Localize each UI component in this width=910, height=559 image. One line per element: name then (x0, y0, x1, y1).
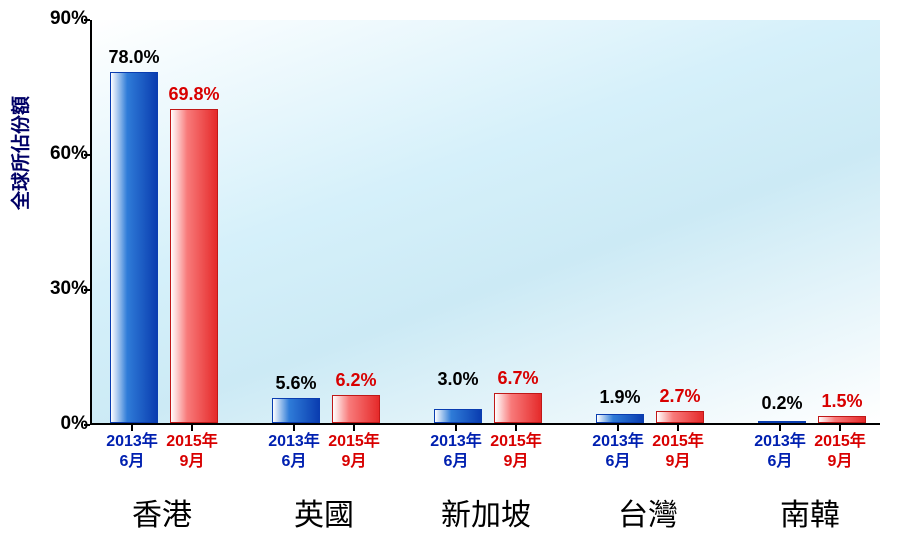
bar-2013 (434, 409, 482, 423)
x-tick-mark (839, 425, 841, 431)
period-line1: 2013年 (268, 433, 320, 450)
category-label: 南韓 (760, 490, 860, 534)
x-tick-mark (677, 425, 679, 431)
period-line1: 2015年 (652, 433, 704, 450)
period-line2: 6月 (768, 453, 793, 470)
period-line2: 6月 (444, 453, 469, 470)
period-line1: 2015年 (490, 433, 542, 450)
period-label-2015: 2015年 9月 (486, 432, 546, 472)
period-label-2013: 2013年 6月 (750, 432, 810, 472)
period-label-2015: 2015年 9月 (162, 432, 222, 472)
period-line2: 6月 (606, 453, 631, 470)
bar-2013 (110, 72, 158, 423)
period-line1: 2015年 (166, 433, 218, 450)
period-label-2013: 2013年 6月 (102, 432, 162, 472)
x-tick-mark (779, 425, 781, 431)
y-tick-label: 0% (40, 413, 88, 435)
period-label-2013: 2013年 6月 (588, 432, 648, 472)
period-line2: 9月 (180, 453, 205, 470)
y-axis-label: 全球所佔份額 (6, 96, 33, 210)
value-label-2013: 1.9% (590, 387, 650, 408)
x-tick-mark (617, 425, 619, 431)
value-label-2015: 6.7% (488, 368, 548, 389)
period-line2: 9月 (504, 453, 529, 470)
period-line2: 9月 (666, 453, 691, 470)
period-label-2015: 2015年 9月 (324, 432, 384, 472)
value-label-2015: 69.8% (164, 84, 224, 105)
period-line1: 2015年 (328, 433, 380, 450)
y-tick-label: 90% (40, 8, 88, 30)
category-label: 新加坡 (426, 490, 546, 534)
plot-area: 78.0% 69.8% 5.6% 6.2% 3.0% 6.7% 1.9% 2.7… (90, 20, 880, 425)
category-label: 台灣 (598, 490, 698, 534)
period-label-2015: 2015年 9月 (810, 432, 870, 472)
category-label: 英國 (274, 490, 374, 534)
value-label-2013: 3.0% (428, 369, 488, 390)
x-tick-mark (353, 425, 355, 431)
period-line1: 2015年 (814, 433, 866, 450)
x-tick-mark (455, 425, 457, 431)
category-label: 香港 (112, 490, 212, 534)
bar-2013 (272, 398, 320, 423)
x-tick-mark (515, 425, 517, 431)
period-label-2015: 2015年 9月 (648, 432, 708, 472)
bar-2013 (596, 414, 644, 423)
bar-2015 (170, 109, 218, 423)
period-label-2013: 2013年 6月 (426, 432, 486, 472)
value-label-2013: 78.0% (104, 47, 164, 68)
period-line1: 2013年 (430, 433, 482, 450)
y-tick-label: 60% (40, 143, 88, 165)
bar-2015 (656, 411, 704, 423)
period-line2: 6月 (282, 453, 307, 470)
x-tick-mark (293, 425, 295, 431)
value-label-2015: 1.5% (812, 391, 872, 412)
y-tick-label: 30% (40, 278, 88, 300)
bar-2015 (494, 393, 542, 423)
bar-2013 (758, 421, 806, 423)
period-line2: 9月 (342, 453, 367, 470)
bar-2015 (818, 416, 866, 423)
period-line1: 2013年 (106, 433, 158, 450)
period-label-2013: 2013年 6月 (264, 432, 324, 472)
period-line2: 9月 (828, 453, 853, 470)
period-line2: 6月 (120, 453, 145, 470)
period-line1: 2013年 (754, 433, 806, 450)
chart-container: 全球所佔份額 0% 30% 60% 90% 78.0% 69.8% 5.6% 6… (0, 0, 910, 559)
x-tick-mark (131, 425, 133, 431)
period-line1: 2013年 (592, 433, 644, 450)
x-tick-mark (191, 425, 193, 431)
bar-2015 (332, 395, 380, 423)
value-label-2015: 2.7% (650, 386, 710, 407)
value-label-2015: 6.2% (326, 370, 386, 391)
value-label-2013: 0.2% (752, 393, 812, 414)
value-label-2013: 5.6% (266, 373, 326, 394)
